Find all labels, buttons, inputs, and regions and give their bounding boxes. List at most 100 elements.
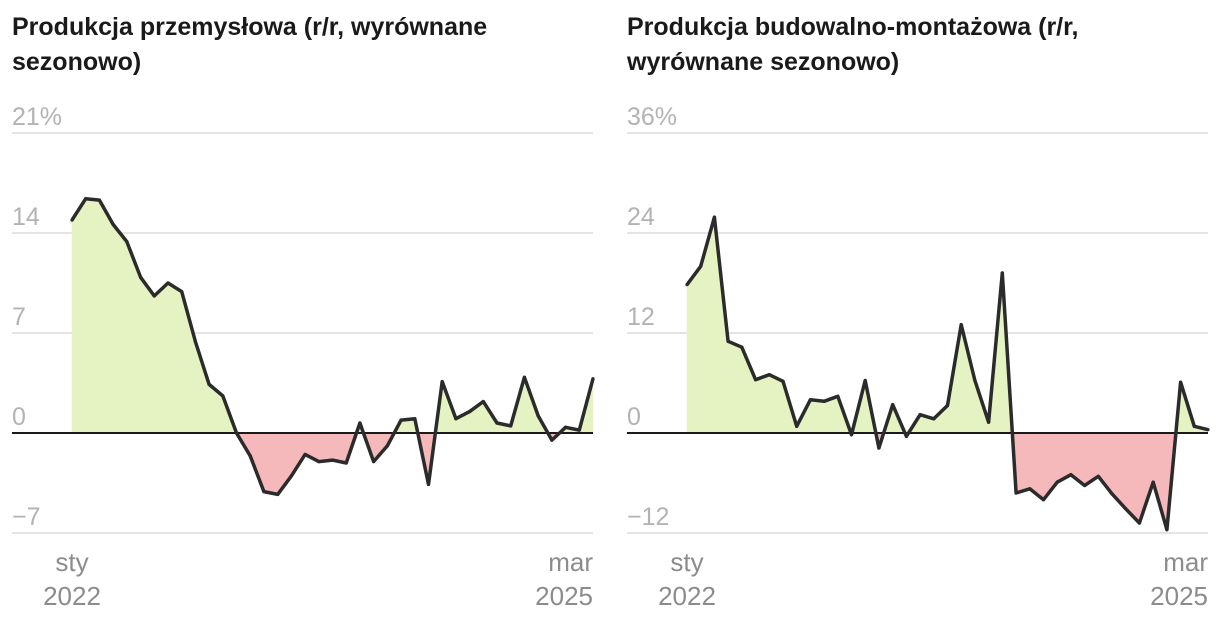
data-point — [1124, 507, 1128, 511]
data-point — [550, 438, 554, 442]
y-tick-label: 0 — [627, 403, 641, 431]
data-point — [138, 275, 143, 279]
data-point — [849, 433, 854, 437]
x-tick-label-year: 2025 — [535, 581, 593, 611]
y-tick-label: 21% — [12, 103, 62, 131]
data-point — [166, 281, 170, 285]
data-point — [1014, 491, 1018, 495]
data-point — [193, 339, 197, 344]
data-point — [945, 403, 950, 408]
chart-title: Produkcja przemysłowa (r/r, wyrównane se… — [12, 13, 488, 76]
positive-area — [71, 197, 594, 434]
data-point — [276, 492, 280, 497]
data-point — [440, 379, 444, 384]
data-point — [372, 459, 376, 464]
data-point — [234, 431, 239, 435]
data-point — [740, 345, 744, 349]
data-point — [712, 215, 717, 219]
data-point — [221, 394, 225, 398]
chart-title: Produkcja budowalno-montażowa (r/r, wyró… — [627, 13, 1079, 76]
data-point — [1000, 271, 1004, 275]
data-point — [1083, 483, 1087, 488]
data-point — [180, 289, 184, 294]
data-point — [808, 398, 812, 402]
data-point — [495, 421, 499, 425]
data-point — [125, 239, 129, 244]
data-point — [685, 283, 689, 287]
x-tick-label-year: 2022 — [43, 581, 101, 611]
data-point — [84, 197, 88, 201]
y-tick-label: 14 — [12, 203, 40, 231]
data-point — [781, 379, 785, 383]
data-point — [1069, 473, 1073, 477]
chart-panel-construction: Produkcja budowalno-montażowa (r/r, wyró… — [615, 0, 1215, 624]
chart-panel-industrial: Produkcja przemysłowa (r/r, wyrównane se… — [0, 0, 600, 624]
data-point — [385, 444, 389, 448]
data-point — [904, 434, 908, 438]
data-point — [426, 482, 431, 487]
data-point — [1178, 380, 1183, 384]
y-tick-label: 12 — [627, 303, 655, 331]
data-point — [987, 420, 991, 424]
y-tick-label: −12 — [627, 503, 669, 531]
data-point — [152, 294, 156, 298]
data-point — [1151, 480, 1155, 484]
data-point — [1028, 487, 1032, 491]
data-point — [918, 413, 922, 417]
data-point — [932, 417, 936, 421]
data-point — [959, 323, 963, 327]
data-point — [1110, 492, 1114, 496]
y-tick-label: 7 — [12, 303, 26, 331]
data-point — [973, 378, 977, 383]
data-point — [262, 489, 266, 494]
data-point — [795, 424, 799, 428]
data-point — [248, 454, 252, 458]
data-point — [1165, 528, 1169, 532]
data-point — [207, 382, 211, 387]
data-point — [577, 428, 581, 432]
data-point — [303, 452, 307, 457]
data-point — [1206, 428, 1210, 432]
data-point — [822, 399, 826, 403]
data-point — [563, 425, 568, 429]
x-tick-label-month: sty — [55, 547, 88, 577]
data-point — [97, 198, 102, 202]
data-point — [1041, 498, 1046, 502]
y-tick-label: 0 — [12, 403, 26, 431]
data-point — [1192, 424, 1196, 428]
data-point — [317, 459, 321, 464]
data-point — [753, 378, 758, 382]
data-point — [891, 403, 895, 407]
x-tick-label-year: 2025 — [1150, 581, 1208, 611]
chart-industrial-production: 21% 14 7 0 −7 sty 2022 mar 2025 — [12, 103, 595, 611]
x-tick-label-month: sty — [670, 547, 703, 577]
data-point — [522, 375, 527, 379]
data-point — [454, 417, 458, 421]
data-point — [468, 409, 472, 414]
data-point — [863, 378, 867, 383]
data-point — [836, 394, 840, 398]
data-point — [413, 417, 417, 421]
x-tick-label-month: mar — [1163, 547, 1208, 577]
data-point — [70, 218, 74, 222]
y-tick-label: 36% — [627, 103, 677, 131]
data-point — [726, 339, 730, 343]
x-tick-label-month: mar — [548, 547, 593, 577]
data-point — [509, 424, 513, 428]
data-point — [536, 414, 540, 418]
data-point — [767, 373, 771, 377]
data-point — [481, 399, 485, 404]
data-point — [1096, 474, 1100, 478]
data-point — [591, 377, 595, 381]
x-tick-label-year: 2022 — [658, 581, 716, 611]
data-point — [289, 474, 293, 478]
data-point — [111, 222, 115, 227]
data-point — [1137, 521, 1142, 525]
data-point — [399, 418, 403, 422]
data-point — [358, 421, 362, 425]
data-point — [330, 458, 335, 462]
negative-area — [72, 432, 593, 496]
data-point — [344, 461, 348, 465]
y-tick-label: 24 — [627, 203, 655, 231]
